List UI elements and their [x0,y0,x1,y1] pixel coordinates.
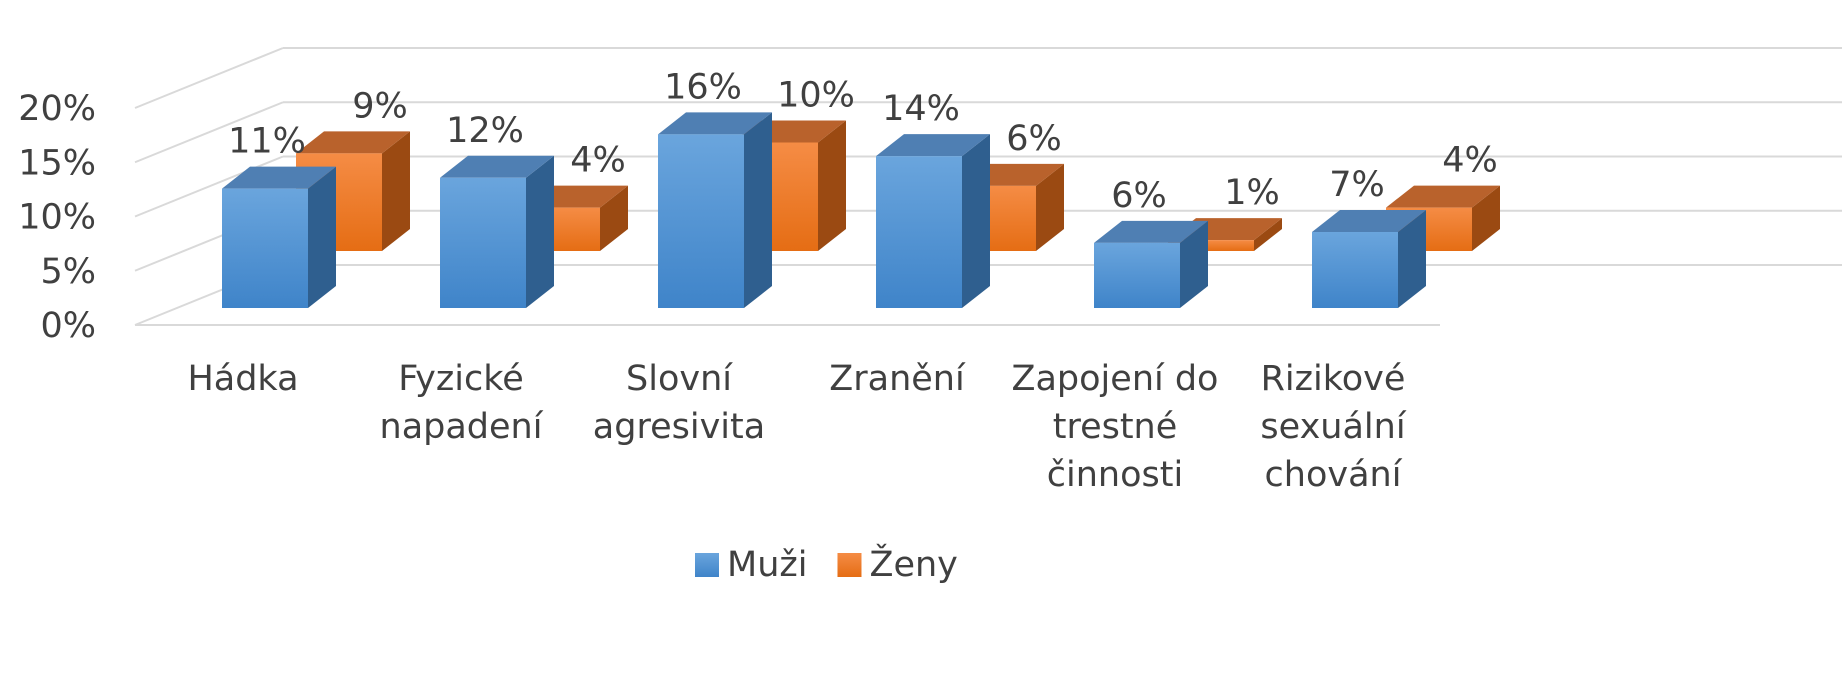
legend-label: Ženy [869,543,957,585]
bar-front [440,177,526,308]
data-label: 16% [664,67,742,107]
x-tick-label: Zranění [829,359,966,399]
legend-label: Muži [727,545,807,585]
x-tick-label: Zapojení do trestné činnosti [1012,359,1219,495]
bar-side [1180,220,1208,308]
bar-side [1472,185,1500,251]
data-label: 4% [570,141,626,181]
bar-side [526,155,554,308]
bar-side [1398,210,1426,308]
data-label: 11% [228,122,306,162]
bar-side [1254,218,1282,251]
y-tick-label: 0% [40,306,96,346]
bar-side [308,166,336,308]
grid-line [134,47,284,109]
bar [876,134,990,308]
data-label: 14% [882,89,960,129]
bar-side [382,131,410,251]
grid-line [134,101,284,164]
bar-side [818,120,846,251]
bar-top [1312,210,1426,233]
grid-line [134,155,284,218]
data-label: 1% [1224,173,1280,213]
bar-top [222,166,336,189]
data-label: 7% [1329,165,1385,205]
bar-front [1094,242,1180,308]
bar [1094,220,1208,308]
bar-top [658,112,772,135]
data-label: 12% [446,111,524,151]
bar-top [876,134,990,157]
bar-top [440,155,554,178]
bar-top [1386,185,1500,208]
bar [658,112,772,309]
bar-front [1312,232,1398,308]
data-label: 9% [352,86,408,126]
bar-front [658,134,744,308]
x-tick-label: Hádka [187,359,298,399]
y-tick-label: 10% [18,198,96,238]
data-label: 6% [1006,119,1062,159]
x-tick-label: Fyzické napadení [380,359,544,447]
bar-top [296,131,410,154]
y-tick-label: 5% [40,252,96,292]
bar-side [1036,163,1064,251]
bar-front [876,156,962,308]
data-label: 6% [1111,176,1167,216]
bar-top [1094,220,1208,243]
legend-swatch [695,553,719,577]
data-label: 4% [1442,141,1498,181]
bar-side [600,185,628,251]
bar [1312,210,1426,308]
y-tick-label: 20% [18,89,96,129]
legend-swatch [837,553,862,577]
bar-front [222,188,308,308]
y-tick-label: 15% [18,143,96,183]
data-label: 10% [777,76,855,116]
bar [440,155,554,308]
x-tick-label: Rizikové sexuální chování [1260,359,1406,495]
bar-side [962,134,990,308]
bar [222,166,336,308]
x-tick-label: Slovní agresivita [593,359,765,447]
bar-side [744,112,772,309]
